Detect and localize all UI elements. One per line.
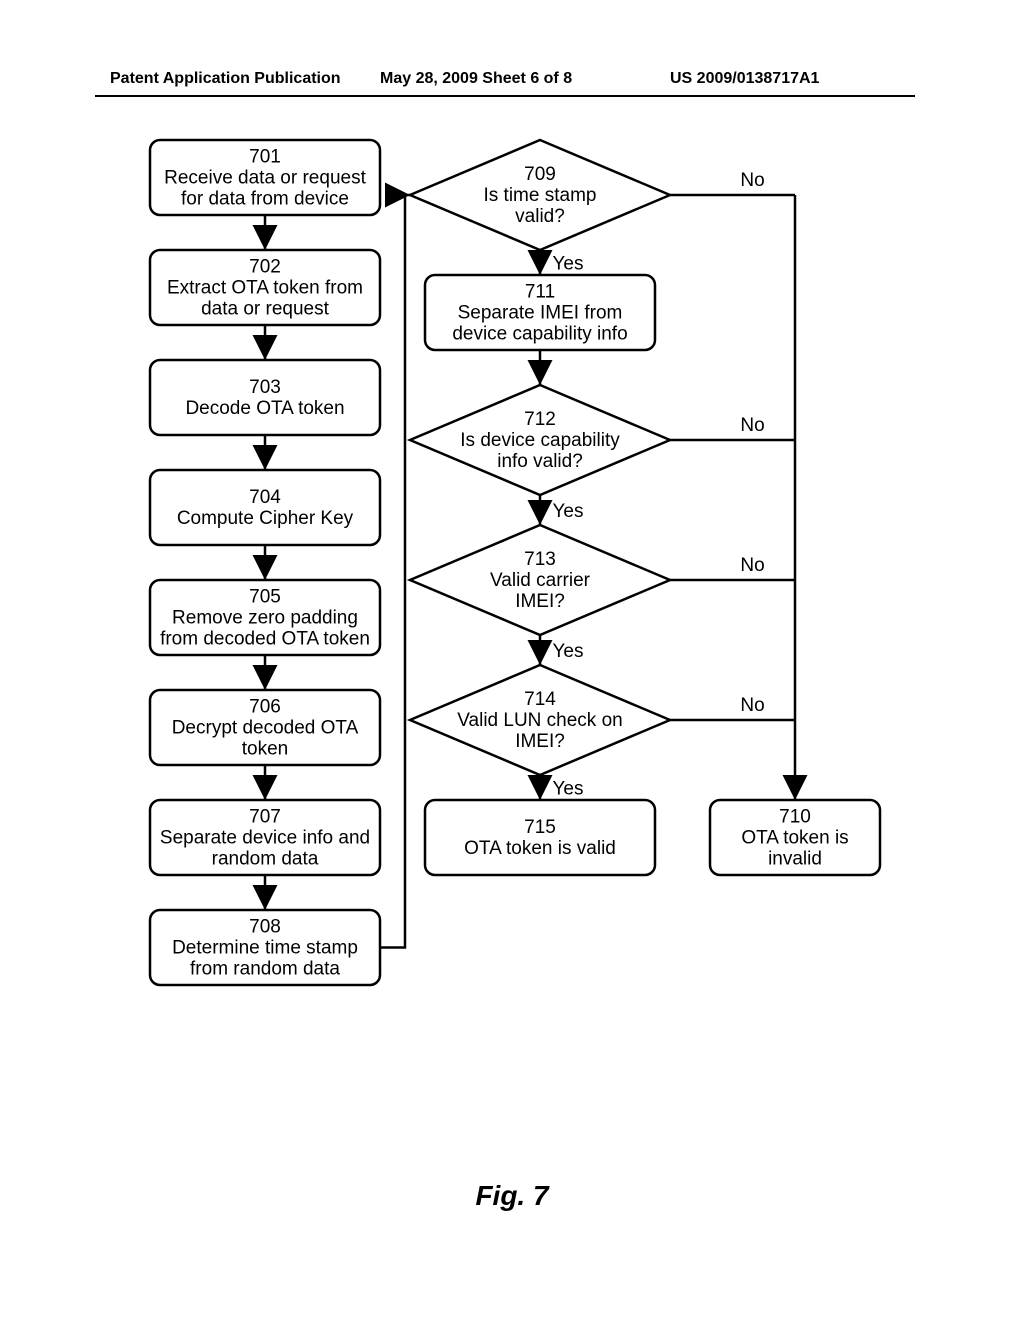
svg-text:703: 703	[249, 377, 281, 398]
header-rule	[95, 95, 915, 97]
svg-text:Remove zero padding: Remove zero padding	[172, 608, 358, 629]
svg-text:No: No	[740, 415, 764, 436]
svg-text:709: 709	[524, 164, 556, 185]
node-711: 711Separate IMEI fromdevice capability i…	[425, 275, 655, 350]
flowchart: Yes Yes Yes Yes No No No No 701Receive data or r…	[95, 130, 935, 1050]
pub-mid: May 28, 2009 Sheet 6 of 8	[380, 70, 572, 88]
svg-text:710: 710	[779, 807, 811, 828]
svg-text:Decode OTA token: Decode OTA token	[185, 398, 344, 419]
node-714: 714Valid LUN check onIMEI?	[410, 665, 670, 775]
svg-text:Yes: Yes	[553, 501, 584, 522]
svg-text:702: 702	[249, 257, 281, 278]
svg-text:Extract OTA token from: Extract OTA token from	[167, 278, 363, 299]
svg-text:Decrypt decoded OTA: Decrypt decoded OTA	[172, 718, 359, 739]
svg-text:Yes: Yes	[553, 779, 584, 800]
pub-right: US 2009/0138717A1	[670, 70, 819, 88]
svg-text:Valid carrier: Valid carrier	[490, 570, 591, 591]
svg-text:invalid: invalid	[768, 849, 822, 870]
node-705: 705Remove zero paddingfrom decoded OTA t…	[150, 580, 380, 655]
node-712: 712Is device capabilityinfo valid?	[410, 385, 670, 495]
svg-text:data or request: data or request	[201, 299, 330, 320]
svg-text:704: 704	[249, 487, 281, 508]
svg-text:Separate device info and: Separate device info and	[160, 828, 370, 849]
svg-text:Valid LUN check on: Valid LUN check on	[457, 710, 622, 731]
node-707: 707Separate device info andrandom data	[150, 800, 380, 875]
svg-text:705: 705	[249, 587, 281, 608]
svg-text:random data: random data	[212, 849, 319, 870]
pub-left: Patent Application Publication	[110, 70, 341, 88]
figure-label: Fig. 7	[0, 1180, 1024, 1212]
svg-text:device capability info: device capability info	[452, 324, 627, 345]
svg-text:Is time stamp: Is time stamp	[484, 185, 597, 206]
node-702: 702Extract OTA token fromdata or request	[150, 250, 380, 325]
svg-text:token: token	[242, 739, 288, 760]
svg-text:OTA token is valid: OTA token is valid	[464, 838, 616, 859]
svg-text:711: 711	[525, 282, 555, 303]
svg-text:715: 715	[524, 817, 556, 838]
svg-text:701: 701	[249, 147, 281, 168]
node-701: 701Receive data or requestfor data from …	[150, 140, 380, 215]
node-703: 703Decode OTA token	[150, 360, 380, 435]
node-708: 708Determine time stampfrom random data	[150, 910, 380, 985]
svg-text:Yes: Yes	[553, 254, 584, 275]
svg-text:714: 714	[524, 689, 556, 710]
svg-text:from random data: from random data	[190, 959, 340, 980]
svg-text:IMEI?: IMEI?	[515, 731, 565, 752]
svg-text:IMEI?: IMEI?	[515, 591, 565, 612]
svg-text:from decoded OTA token: from decoded OTA token	[160, 629, 370, 650]
svg-text:No: No	[740, 555, 764, 576]
node-704: 704Compute Cipher Key	[150, 470, 380, 545]
svg-text:Yes: Yes	[553, 641, 584, 662]
svg-text:Compute Cipher Key: Compute Cipher Key	[177, 508, 354, 529]
svg-text:712: 712	[524, 409, 556, 430]
svg-text:for data from device: for data from device	[181, 189, 349, 210]
svg-text:No: No	[740, 170, 764, 191]
node-715: 715OTA token is valid	[425, 800, 655, 875]
svg-text:708: 708	[249, 917, 281, 938]
node-706: 706Decrypt decoded OTAtoken	[150, 690, 380, 765]
node-713: 713Valid carrierIMEI?	[410, 525, 670, 635]
svg-text:Is device capability: Is device capability	[460, 430, 620, 451]
svg-text:OTA token is: OTA token is	[741, 828, 848, 849]
svg-text:Receive data or request: Receive data or request	[164, 168, 366, 189]
node-710: 710OTA token isinvalid	[710, 800, 880, 875]
node-709: 709Is time stampvalid?	[410, 140, 670, 250]
svg-text:713: 713	[524, 549, 556, 570]
svg-text:valid?: valid?	[515, 206, 565, 227]
svg-text:707: 707	[249, 807, 281, 828]
svg-text:info valid?: info valid?	[497, 451, 583, 472]
svg-text:No: No	[740, 695, 764, 716]
svg-text:Separate IMEI from: Separate IMEI from	[458, 303, 623, 324]
svg-text:Determine time stamp: Determine time stamp	[172, 938, 358, 959]
svg-text:706: 706	[249, 697, 281, 718]
